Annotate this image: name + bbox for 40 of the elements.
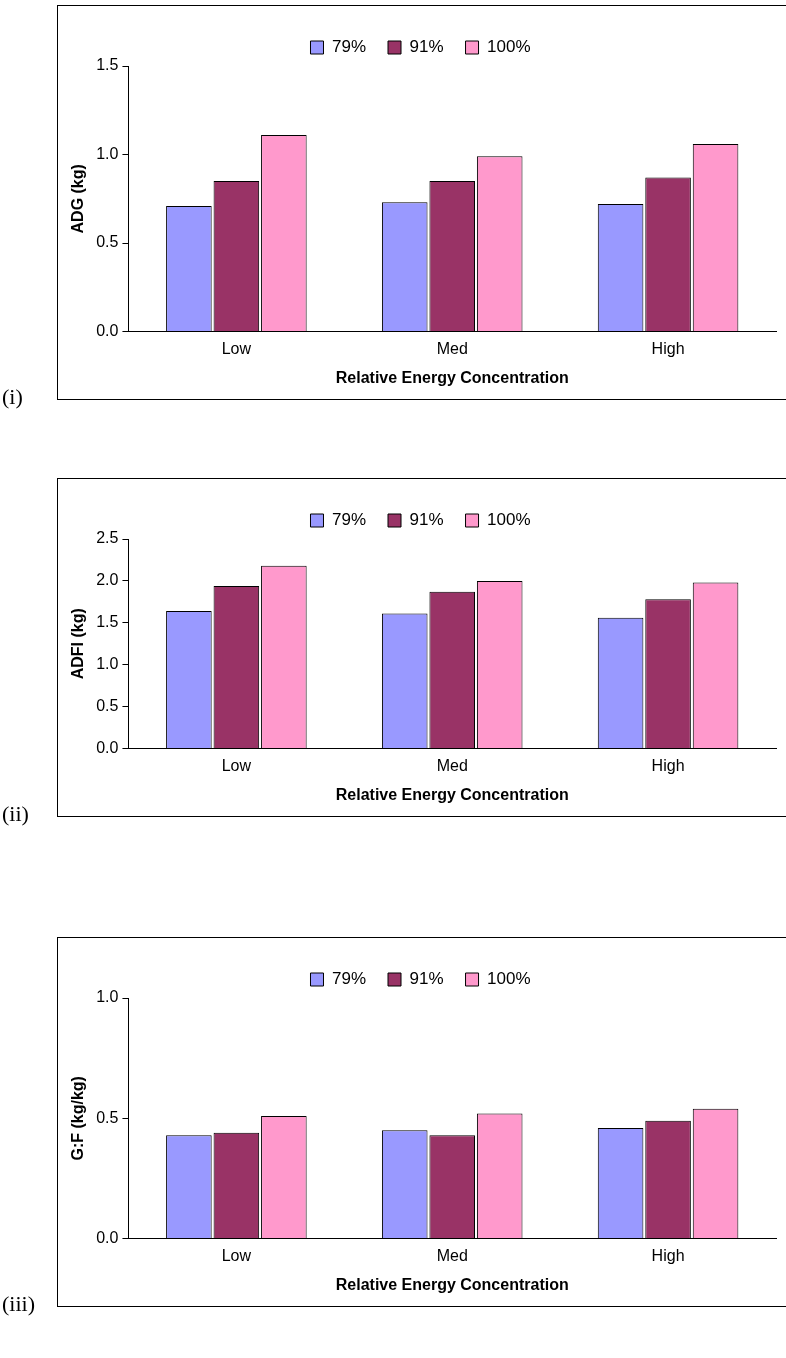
legend-label: 91% xyxy=(409,969,444,989)
x-tick-label: High xyxy=(651,756,685,774)
x-axis-title: Relative Energy Concentration xyxy=(335,1275,569,1293)
legend-label: 91% xyxy=(409,37,444,57)
x-axis-title: Relative Energy Concentration xyxy=(335,785,569,803)
y-axis-title: G:F (kg/kg) xyxy=(69,1076,87,1161)
text: (i) xyxy=(2,384,23,410)
y-tick-label: 1.5 xyxy=(96,613,119,631)
y-tick-label: 0.5 xyxy=(96,233,119,251)
y-tick-label: 1.5 xyxy=(96,56,119,74)
y-tick-label: 2.5 xyxy=(96,529,119,547)
x-tick-label: Med xyxy=(436,339,468,357)
x-tick-label: High xyxy=(651,339,685,357)
y-tick-label: 0.5 xyxy=(96,1108,119,1126)
legend-label: 100% xyxy=(487,969,531,989)
x-tick-label: Med xyxy=(436,756,468,774)
legend-label: 100% xyxy=(487,510,531,530)
x-tick-label: Med xyxy=(436,1246,468,1264)
y-tick-label: 1.0 xyxy=(96,988,119,1006)
legend-label: 100% xyxy=(487,37,531,57)
y-tick-label: 0.0 xyxy=(96,322,119,340)
legend-label: 79% xyxy=(331,37,367,57)
y-axis-title: ADFI (kg) xyxy=(69,608,87,680)
x-tick-label: High xyxy=(651,1246,685,1264)
x-tick-label: Low xyxy=(221,1246,252,1264)
y-tick-label: 1.0 xyxy=(96,144,119,162)
y-tick-label: 1.0 xyxy=(96,655,119,673)
legend-label: 91% xyxy=(409,510,444,530)
y-axis-title: ADG (kg) xyxy=(69,164,87,234)
y-tick-label: 2.0 xyxy=(96,571,119,589)
x-tick-label: Low xyxy=(221,756,252,774)
y-tick-label: 0.5 xyxy=(96,697,119,715)
text: (iii) xyxy=(2,1291,35,1317)
x-axis-title: Relative Energy Concentration xyxy=(335,368,569,386)
y-tick-label: 0.0 xyxy=(96,1229,119,1247)
text: (ii) xyxy=(2,801,29,827)
x-tick-label: Low xyxy=(221,339,252,357)
y-tick-label: 0.0 xyxy=(96,739,119,757)
legend-label: 79% xyxy=(331,969,367,989)
legend-label: 79% xyxy=(331,510,367,530)
